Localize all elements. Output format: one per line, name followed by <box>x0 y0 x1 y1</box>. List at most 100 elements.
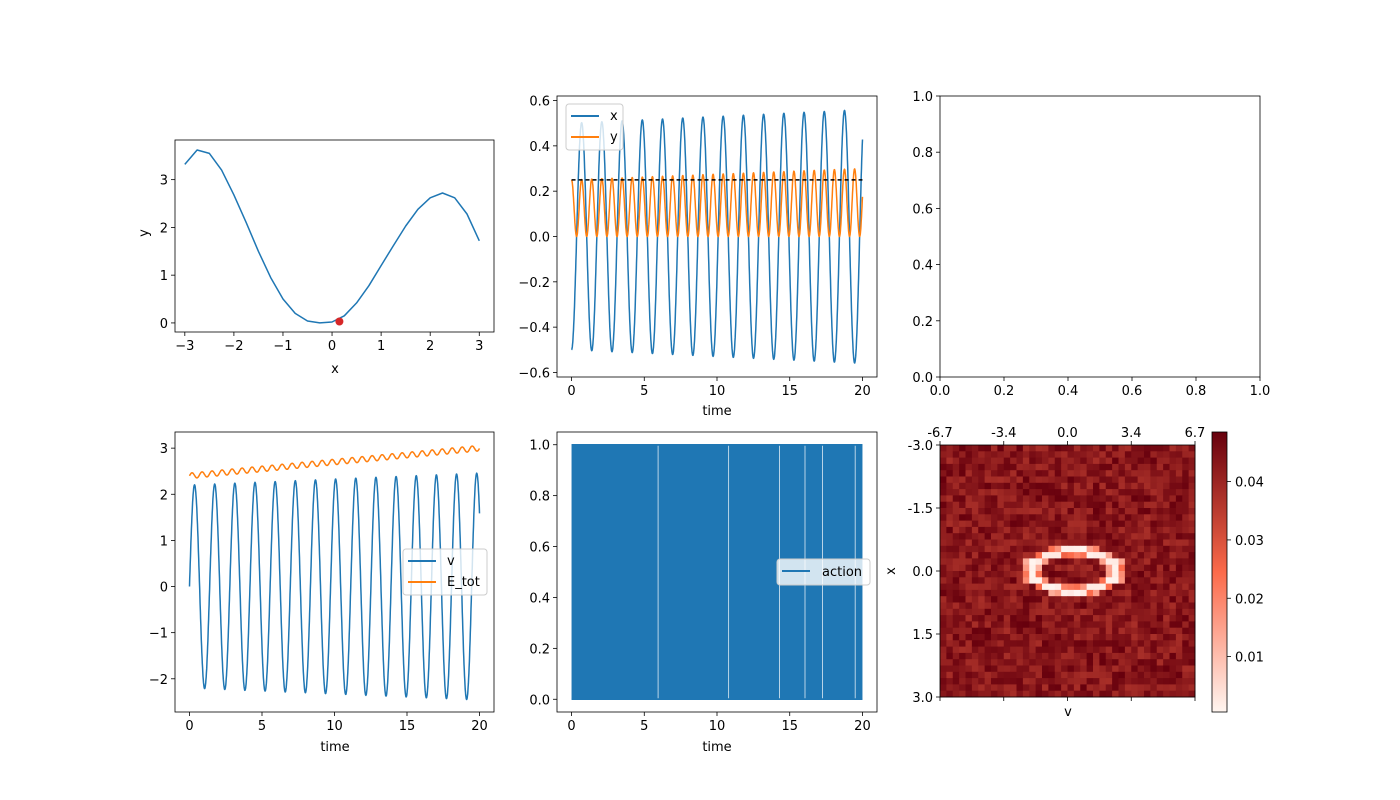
heatmap-cell <box>971 690 979 698</box>
x-tick-label: 0.0 <box>1057 426 1078 441</box>
heatmap-cell <box>1112 470 1119 477</box>
heatmap-cell <box>940 646 947 654</box>
heatmap-cell <box>984 495 992 503</box>
heatmap-cell <box>959 665 966 673</box>
heatmap-cell <box>997 495 1005 503</box>
heatmap-cell <box>952 558 960 566</box>
heatmap-cell <box>952 508 960 515</box>
heatmap-cell <box>1061 495 1068 503</box>
heatmap-cell <box>1054 482 1062 490</box>
heatmap-cell <box>1010 602 1017 610</box>
heatmap-cell <box>991 564 998 572</box>
x-tick-label: 20 <box>854 384 871 399</box>
heatmap-cell <box>1105 640 1113 647</box>
heatmap-cell <box>984 463 992 471</box>
heatmap-cell <box>1099 621 1107 629</box>
heatmap-cell <box>1182 640 1190 647</box>
heatmap-cell <box>1144 558 1151 566</box>
heatmap-cell <box>952 520 960 528</box>
x-tick-label: 6.7 <box>1185 426 1206 441</box>
heatmap-cell <box>1137 539 1145 547</box>
heatmap-cell <box>1156 678 1164 685</box>
heatmap-cell <box>1105 690 1113 698</box>
heatmap-cell <box>946 539 954 547</box>
heatmap-cell <box>952 539 960 547</box>
heatmap-cell <box>1137 533 1145 540</box>
heatmap-cell <box>1099 608 1107 616</box>
heatmap-cell <box>1093 451 1100 458</box>
legend-box <box>776 558 871 586</box>
heatmap-cell <box>1035 608 1043 616</box>
heatmap-cell <box>1188 583 1196 591</box>
heatmap-cell <box>1010 634 1017 641</box>
heatmap-cell <box>1188 602 1196 610</box>
heatmap-cell <box>1080 520 1088 528</box>
heatmap-cell <box>971 445 979 452</box>
heatmap-cell <box>1188 451 1196 458</box>
heatmap-cell <box>1010 690 1017 698</box>
heatmap-cell <box>1182 646 1190 654</box>
heatmap-cell <box>1175 596 1183 603</box>
heatmap-cell <box>1188 596 1196 603</box>
heatmap-cell <box>1118 463 1126 471</box>
heatmap-cell <box>1061 445 1068 452</box>
heatmap-cell <box>978 552 986 559</box>
heatmap-cell <box>971 514 979 521</box>
heatmap-cell <box>1035 558 1043 566</box>
heatmap-cell <box>1131 589 1139 597</box>
heatmap-cell <box>1112 539 1119 547</box>
heatmap-cell <box>1080 589 1088 597</box>
heatmap-cell <box>1042 539 1049 547</box>
heatmap-cell <box>1131 533 1139 540</box>
heatmap-cell <box>1029 589 1037 597</box>
heatmap-cell <box>1054 646 1062 654</box>
heatmap-cell <box>1144 640 1151 647</box>
heatmap-cell <box>1054 545 1062 553</box>
heatmap-cell <box>1010 451 1017 458</box>
heatmap-cell <box>1105 659 1113 666</box>
heatmap-cell <box>1156 652 1164 660</box>
heatmap-cell <box>1042 489 1049 496</box>
heatmap-cell <box>1131 463 1139 471</box>
heatmap-cell <box>1061 621 1068 629</box>
heatmap-cell <box>991 520 998 528</box>
heatmap-cell <box>1175 684 1183 692</box>
heatmap-cell <box>1035 533 1043 540</box>
heatmap-cell <box>1093 659 1100 666</box>
heatmap-cell <box>1124 659 1132 666</box>
heatmap-cell <box>952 526 960 534</box>
heatmap-cell <box>1080 476 1088 484</box>
heatmap-cell <box>1163 508 1170 515</box>
heatmap-cell <box>997 463 1005 471</box>
heatmap-cell <box>1105 684 1113 692</box>
heatmap-cell <box>1035 621 1043 629</box>
heatmap-cell <box>1169 445 1177 452</box>
heatmap-cell <box>1112 615 1119 622</box>
heatmap-cell <box>1029 571 1037 578</box>
heatmap-cell <box>1163 539 1170 547</box>
heatmap-cell <box>1067 621 1075 629</box>
heatmap-cell <box>1099 476 1107 484</box>
heatmap-cell <box>952 514 960 521</box>
heatmap-cell <box>1048 482 1056 490</box>
heatmap-cell <box>1086 690 1094 698</box>
heatmap-cell <box>1169 690 1177 698</box>
heatmap-cell <box>1099 665 1107 673</box>
heatmap-cell <box>984 514 992 521</box>
heatmap-cell <box>952 564 960 572</box>
heatmap-cell <box>984 665 992 673</box>
heatmap-cell <box>1182 545 1190 553</box>
heatmap-cell <box>984 520 992 528</box>
heatmap-cell <box>1067 501 1075 509</box>
heatmap-cell <box>1061 514 1068 521</box>
heatmap-cell <box>1035 615 1043 622</box>
heatmap-cell <box>1150 640 1158 647</box>
heatmap-cell <box>1131 445 1139 452</box>
heatmap-cell <box>971 659 979 666</box>
heatmap-cell <box>965 634 973 641</box>
heatmap-cell <box>1150 678 1158 685</box>
heatmap-cell <box>1042 501 1049 509</box>
heatmap-cell <box>1169 671 1177 679</box>
heatmap-cell <box>1093 640 1100 647</box>
heatmap-cell <box>1118 627 1126 635</box>
